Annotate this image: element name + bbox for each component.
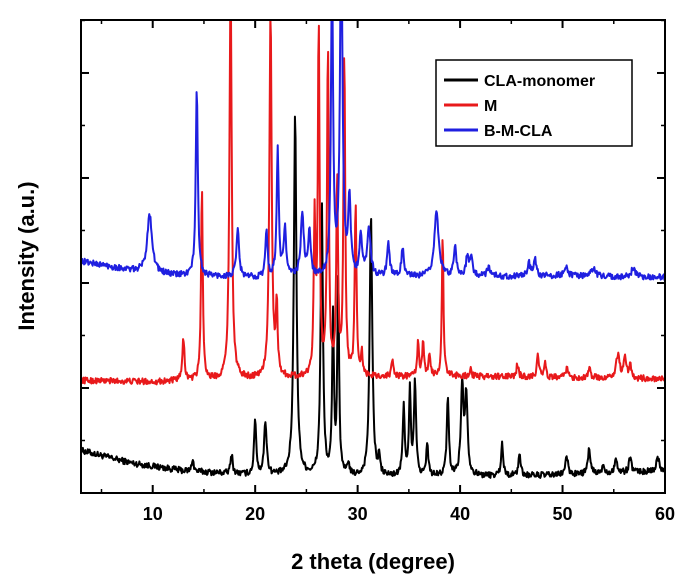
series-line-b-m-cla	[81, 20, 665, 281]
x-tick-label: 30	[348, 504, 368, 524]
legend-box	[435, 59, 633, 147]
x-tick-label: 40	[450, 504, 470, 524]
series-line-cla-monomer	[81, 115, 665, 479]
legend-label: M	[484, 98, 497, 115]
x-tick-label: 20	[245, 504, 265, 524]
plot-frame	[80, 19, 666, 494]
legend-label: CLA-monomer	[484, 73, 595, 90]
series-line-m	[81, 20, 665, 386]
legend-label: B-M-CLA	[484, 123, 553, 140]
y-axis-label: Intensity (a.u.)	[14, 181, 39, 330]
x-tick-label: 50	[553, 504, 573, 524]
x-tick-label: 60	[655, 504, 675, 524]
legend: CLA-monomer M B-M-CLA	[435, 59, 633, 147]
axis-layer: 10 20 30 40 50 60	[81, 19, 675, 524]
x-tick-label: 10	[143, 504, 163, 524]
x-axis-label: 2 theta (degree)	[291, 549, 455, 574]
series-layer	[81, 20, 665, 479]
